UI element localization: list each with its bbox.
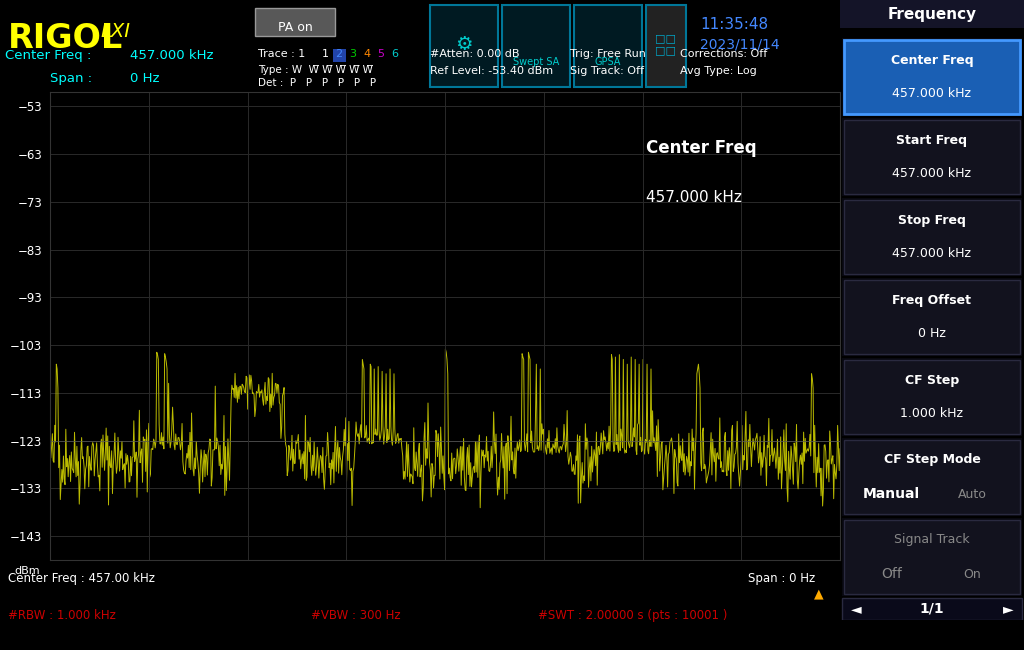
Text: Manual: Manual xyxy=(863,487,921,501)
Text: Freq Offset: Freq Offset xyxy=(893,294,972,307)
Text: GPSA: GPSA xyxy=(595,57,622,68)
Text: ◄: ◄ xyxy=(851,602,861,616)
Text: 11:35:48: 11:35:48 xyxy=(700,17,768,32)
Text: 457.000 kHz: 457.000 kHz xyxy=(646,190,742,205)
Text: #Atten: 0.00 dB: #Atten: 0.00 dB xyxy=(430,49,519,59)
Text: Center Freq: Center Freq xyxy=(646,139,757,157)
Text: Trig: Free Run: Trig: Free Run xyxy=(570,49,646,59)
Bar xyxy=(430,5,498,87)
Text: 3: 3 xyxy=(349,49,356,59)
Text: On: On xyxy=(964,567,981,580)
Text: □□
□□: □□ □□ xyxy=(655,33,677,55)
Text: PA on: PA on xyxy=(278,21,312,34)
Text: CF Step Mode: CF Step Mode xyxy=(884,453,980,466)
Text: Center Freq : 457.00 kHz: Center Freq : 457.00 kHz xyxy=(8,572,156,585)
Bar xyxy=(842,598,1022,620)
Text: Signal Track: Signal Track xyxy=(894,534,970,547)
Text: 1/1: 1/1 xyxy=(920,602,944,616)
Bar xyxy=(844,520,1020,594)
Text: CF Step: CF Step xyxy=(905,374,959,387)
Bar xyxy=(842,278,1022,356)
Bar xyxy=(844,120,1020,194)
Text: 457.000 kHz: 457.000 kHz xyxy=(130,49,213,62)
Text: 1.000 kHz: 1.000 kHz xyxy=(900,407,964,420)
Text: 0 Hz: 0 Hz xyxy=(130,72,160,85)
Text: ⚙: ⚙ xyxy=(456,34,473,53)
Bar xyxy=(842,518,1022,596)
Text: Frequency: Frequency xyxy=(888,6,977,21)
Text: 6: 6 xyxy=(391,49,398,59)
Text: 457.000 kHz: 457.000 kHz xyxy=(893,247,972,260)
Text: #VBW : 300 Hz: #VBW : 300 Hz xyxy=(311,609,400,622)
Text: Ref Level: -53.40 dBm: Ref Level: -53.40 dBm xyxy=(430,66,553,76)
Bar xyxy=(646,5,686,87)
Bar xyxy=(842,38,1022,116)
Text: Sig Track: Off: Sig Track: Off xyxy=(570,66,644,76)
Text: Avg Type: Log: Avg Type: Log xyxy=(680,66,757,76)
Text: Trace : 1: Trace : 1 xyxy=(258,49,305,59)
Text: 457.000 kHz: 457.000 kHz xyxy=(893,167,972,180)
Text: Auto: Auto xyxy=(958,488,987,500)
Text: #SWT : 2.00000 s (pts : 10001 ): #SWT : 2.00000 s (pts : 10001 ) xyxy=(538,609,727,622)
Bar xyxy=(502,5,570,87)
Text: Swept SA: Swept SA xyxy=(513,57,559,68)
Text: Center Freq: Center Freq xyxy=(891,54,974,67)
Bar xyxy=(844,280,1020,354)
Text: Det :  P   P   P   P   P   P: Det : P P P P P P xyxy=(258,78,376,88)
Text: ▲: ▲ xyxy=(814,587,824,600)
Bar xyxy=(844,360,1020,434)
Text: 457.000 kHz: 457.000 kHz xyxy=(893,87,972,100)
Text: Corrections: Off: Corrections: Off xyxy=(680,49,767,59)
Text: Span :: Span : xyxy=(50,72,92,85)
Bar xyxy=(844,200,1020,274)
Bar xyxy=(842,358,1022,436)
Text: LXI: LXI xyxy=(100,22,130,41)
Bar xyxy=(333,49,346,62)
Text: ►: ► xyxy=(1002,602,1014,616)
Text: #RBW : 1.000 kHz: #RBW : 1.000 kHz xyxy=(8,609,117,622)
Text: Figure 3: Transceiver signal with introduction of active interference source at : Figure 3: Transceiver signal with introd… xyxy=(232,629,792,642)
Text: Span : 0 Hz: Span : 0 Hz xyxy=(748,572,815,585)
Bar xyxy=(842,118,1022,196)
Text: RIGOL: RIGOL xyxy=(8,22,123,55)
Bar xyxy=(255,8,335,36)
Bar xyxy=(574,5,642,87)
Bar xyxy=(840,0,1024,28)
Text: Type : W  W̅ W̅ W̅ W̅ W̅: Type : W W̅ W̅ W̅ W̅ W̅ xyxy=(258,65,373,75)
Text: 5: 5 xyxy=(378,49,384,59)
Text: 2: 2 xyxy=(336,49,343,59)
Text: Stop Freq: Stop Freq xyxy=(898,214,966,227)
Text: 2023/11/14: 2023/11/14 xyxy=(700,37,779,51)
Bar xyxy=(842,438,1022,516)
Bar xyxy=(844,440,1020,514)
Text: 0 Hz: 0 Hz xyxy=(919,327,946,340)
Text: 1: 1 xyxy=(322,49,329,59)
Text: Start Freq: Start Freq xyxy=(896,134,968,147)
Text: 4: 4 xyxy=(364,49,371,59)
Text: Center Freq :: Center Freq : xyxy=(5,49,91,62)
Bar xyxy=(842,198,1022,276)
Text: dBm: dBm xyxy=(14,567,40,577)
Text: Off: Off xyxy=(881,567,902,581)
Bar xyxy=(844,40,1020,114)
